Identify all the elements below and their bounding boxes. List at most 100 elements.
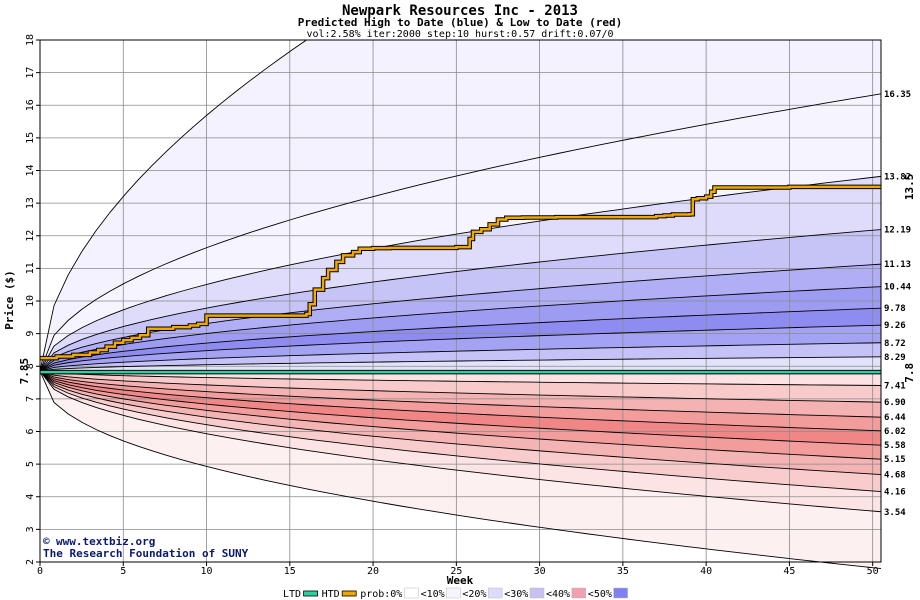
chart-subtitle: Predicted High to Date (blue) & Low to D… [298,16,623,29]
end-value-label: 8.29 [884,353,906,363]
legend-label: <40% [546,589,570,600]
legend-label: <50% [588,589,612,600]
chart-title: Newpark Resources Inc - 2013 [342,3,578,19]
band-blue [40,308,881,372]
percentile-contours [39,39,882,569]
y-tick-label: 5 [25,461,36,467]
band-blue [40,325,881,372]
credit-org: The Research Foundation of SUNY [43,547,249,560]
x-tick-label: 0 [37,566,43,577]
band-red [40,371,881,446]
band-red [40,371,881,403]
legend-label: <10% [421,589,445,600]
band-blue [40,264,881,372]
y-tick-label: 13 [25,197,36,209]
contour-low-percentile [39,370,882,446]
band-blue [40,342,881,372]
end-value-label: 12.19 [884,226,911,236]
chart-params: vol:2.58% iter:2000 step:10 hurst:0.57 d… [306,29,613,40]
contour-low-percentile [39,370,882,460]
legend-swatch [303,590,319,597]
end-value-label: 13.82 [884,172,911,182]
end-value-label: 5.15 [884,455,906,465]
y-tick-label: 4 [25,494,36,500]
band-red [40,371,881,475]
x-tick-label: 20 [367,566,379,577]
x-axis-ticks: 0 5 10 15 20 25 30 35 40 45 50 [37,562,879,577]
y-tick-label: 14 [25,164,36,176]
x-tick-label: 35 [617,566,629,577]
band-red [40,371,881,460]
contour-low-percentile [39,370,882,403]
contour-high-percentile [39,175,882,372]
contour-high-percentile [39,93,882,372]
legend-label: prob:0% [360,589,402,600]
x-tick-label: 45 [783,566,795,577]
start-price-label: 7.85 [18,358,31,385]
htd-line [40,185,881,360]
legend-label: LTD [283,589,301,600]
end-value-label: 8.72 [884,339,906,349]
y-axis-label: Price ($) [3,270,16,330]
legend-swatch [341,590,357,597]
band-blue [40,356,881,372]
ltd-end-label: 7.8 [903,363,916,383]
end-value-label: 5.58 [884,441,906,451]
contour-low-percentile [39,370,882,418]
y-tick-label: 6 [25,428,36,434]
y-tick-label: 9 [25,331,36,337]
x-tick-label: 15 [284,566,296,577]
legend-swatch [446,587,461,599]
legend-label: HTD [322,589,340,600]
y-tick-label: 12 [25,230,36,242]
contour-low-percentile [39,370,882,492]
end-value-label: 6.90 [884,398,906,408]
y-tick-label: 8 [25,363,36,369]
end-value-label: 11.13 [884,260,911,270]
contour-high-percentile [39,342,882,372]
legend-swatch [487,587,503,599]
end-value-label: 16.35 [884,90,911,100]
end-value-label: 4.16 [884,488,906,498]
band-blue [40,286,881,372]
contour-low-percentile [39,370,882,513]
end-value-label: 3.54 [884,508,906,518]
htd-end-label: 13.5 [903,174,916,201]
y-tick-label: 3 [25,526,36,532]
end-value-label: 6.02 [884,427,906,437]
y-tick-label: 10 [25,295,36,307]
band-red [40,371,881,386]
band-blue [40,176,881,372]
contour-lower-envelope [39,370,882,569]
y-tick-label: 15 [25,132,36,144]
grid-lines [39,39,881,563]
percentile-end-labels: 16.35 13.82 12.19 11.13 10.44 9.78 9.26 8.72 8.2… [884,90,912,518]
y-tick-label: 18 [25,34,36,46]
contour-high-percentile [39,324,882,372]
legend-swatch [613,587,628,599]
probability-bands [40,40,881,569]
legend-label: <20% [462,589,486,600]
band-red [40,371,881,512]
legend-label: <30% [504,589,528,600]
y-tick-label: 11 [25,262,36,274]
end-value-label: 4.68 [884,471,906,481]
legend-swatch [404,587,419,599]
band-red [40,371,881,492]
band-blue [40,229,881,372]
credit-site: www.textbiz.org [56,535,155,548]
price-series [40,184,881,375]
contour-high-percentile [39,229,882,372]
x-axis-label: Week [447,574,474,587]
end-value-label: 6.44 [884,413,906,423]
legend: LTD HTD prob:0% <10% <20% <30% <40% <50% [283,587,628,600]
band-red [40,371,881,418]
band-blue [40,93,881,372]
y-tick-label: 17 [25,67,36,79]
x-tick-label: 5 [120,566,126,577]
y-tick-label: 2 [25,559,36,565]
legend-swatch [571,587,587,599]
x-tick-label: 25 [450,566,462,577]
contour-low-percentile [39,370,882,476]
contour-high-percentile [39,307,882,372]
